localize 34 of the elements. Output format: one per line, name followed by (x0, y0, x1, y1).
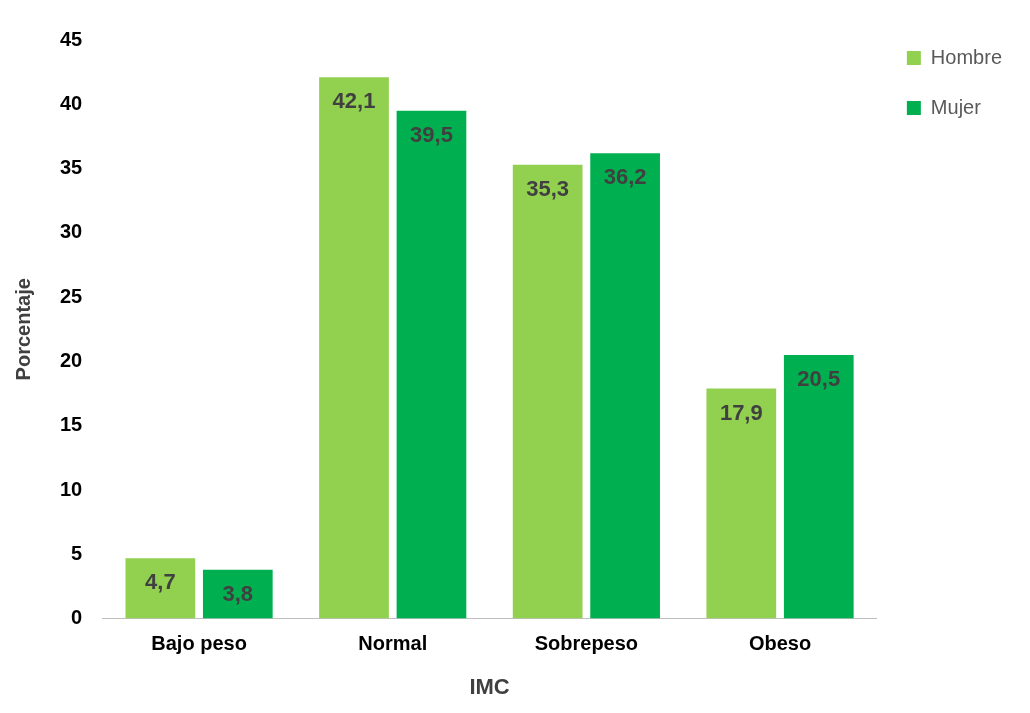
y-tick-label: 0 (71, 606, 83, 629)
y-tick-label: 35 (60, 156, 83, 179)
y-tick-label: 45 (60, 27, 83, 50)
data-label: 42,1 (332, 88, 376, 114)
bar (125, 558, 196, 619)
bar (396, 110, 467, 619)
y-tick-label: 10 (60, 477, 83, 500)
legend-label: Hombre (930, 45, 1003, 68)
bar (706, 388, 777, 619)
y-tick-label: 25 (60, 284, 83, 307)
data-label: 17,9 (719, 399, 763, 425)
legend-label: Mujer (930, 95, 982, 118)
x-tick-label: Bajo peso (151, 632, 247, 655)
y-tick-label: 5 (71, 541, 83, 564)
bar (202, 569, 273, 619)
bar (590, 153, 660, 619)
data-label: 4,7 (145, 569, 176, 595)
y-tick-label: 15 (60, 413, 83, 436)
x-tick-label: Normal (358, 632, 428, 655)
data-label: 35,3 (526, 175, 570, 201)
x-tick-label: Sobrepeso (534, 632, 639, 655)
y-tick-label: 40 (60, 91, 83, 114)
data-label: 20,5 (797, 366, 841, 392)
x-axis-title: IMC (469, 673, 510, 699)
data-label: 36,2 (603, 164, 647, 190)
bar (512, 164, 583, 619)
x-tick-label: Obeso (748, 632, 812, 655)
y-tick-label: 30 (60, 220, 83, 243)
bar (319, 77, 389, 619)
y-tick-label: 20 (60, 348, 83, 371)
data-label: 39,5 (410, 121, 453, 147)
bar (783, 355, 854, 619)
y-axis-title: Porcentaje (11, 278, 34, 381)
data-label: 3,8 (222, 580, 254, 606)
